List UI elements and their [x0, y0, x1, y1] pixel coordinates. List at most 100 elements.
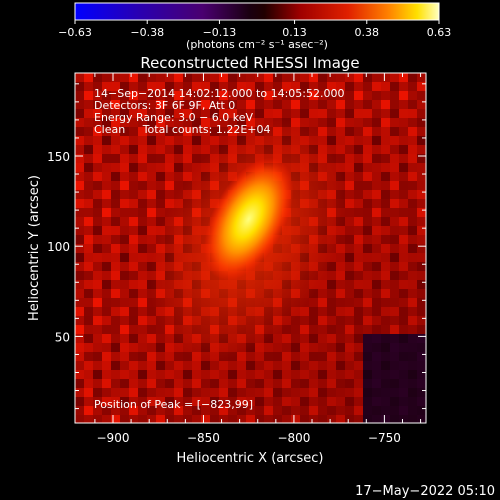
image-pixel: [318, 415, 327, 423]
image-pixel: [129, 226, 138, 235]
image-pixel: [399, 298, 408, 307]
image-pixel: [372, 118, 381, 127]
image-pixel: [75, 190, 84, 199]
image-pixel: [237, 361, 246, 370]
image-pixel: [147, 100, 156, 109]
image-pixel: [390, 262, 399, 271]
image-pixel: [273, 343, 282, 352]
image-pixel: [372, 172, 381, 181]
image-pixel: [228, 415, 237, 423]
image-pixel: [102, 118, 111, 127]
image-pixel: [345, 136, 354, 145]
image-pixel: [345, 91, 354, 100]
image-pixel: [84, 352, 93, 361]
image-pixel: [147, 361, 156, 370]
image-pixel: [345, 154, 354, 163]
image-pixel: [138, 343, 147, 352]
image-pixel: [372, 253, 381, 262]
image-pixel: [354, 199, 363, 208]
image-pixel: [399, 199, 408, 208]
image-pixel: [345, 190, 354, 199]
image-pixel: [201, 91, 210, 100]
image-pixel: [111, 235, 120, 244]
image-pixel: [399, 217, 408, 226]
image-pixel: [147, 172, 156, 181]
image-pixel: [390, 325, 399, 334]
image-pixel: [147, 73, 156, 82]
image-pixel: [327, 352, 336, 361]
image-pixel: [363, 415, 372, 423]
image-pixel: [273, 415, 282, 423]
image-pixel: [210, 91, 219, 100]
image-pixel: [282, 361, 291, 370]
image-pixel: [354, 397, 363, 406]
image-pixel: [345, 208, 354, 217]
image-pixel: [237, 73, 246, 82]
image-pixel: [147, 379, 156, 388]
image-pixel: [291, 406, 300, 415]
image-pixel: [111, 316, 120, 325]
image-pixel: [201, 127, 210, 136]
image-pixel: [201, 370, 210, 379]
annotation-counts: Clean Total counts: 1.22E+04: [94, 123, 271, 136]
image-pixel: [390, 235, 399, 244]
image-pixel: [165, 127, 174, 136]
image-pixel: [120, 271, 129, 280]
image-pixel: [264, 370, 273, 379]
y-tick-label: 100: [47, 240, 70, 254]
image-pixel: [372, 316, 381, 325]
image-pixel: [336, 280, 345, 289]
image-pixel: [129, 262, 138, 271]
image-pixel: [390, 109, 399, 118]
image-pixel: [264, 343, 273, 352]
image-pixel: [291, 343, 300, 352]
image-pixel: [300, 379, 309, 388]
image-pixel: [363, 235, 372, 244]
image-pixel: [255, 415, 264, 423]
image-pixel: [201, 73, 210, 82]
image-pixel: [363, 298, 372, 307]
image-pixel: [327, 82, 336, 91]
image-pixel: [354, 217, 363, 226]
image-pixel: [282, 343, 291, 352]
image-pixel: [165, 397, 174, 406]
image-pixel: [318, 127, 327, 136]
image-pixel: [165, 91, 174, 100]
image-pixel: [84, 199, 93, 208]
image-pixel: [318, 73, 327, 82]
image-pixel: [174, 181, 183, 190]
image-pixel: [183, 172, 192, 181]
image-pixel: [363, 244, 372, 253]
image-pixel: [201, 379, 210, 388]
image-pixel: [219, 73, 228, 82]
image-pixel: [84, 145, 93, 154]
image-pixel: [300, 406, 309, 415]
image-pixel: [156, 109, 165, 118]
image-pixel: [417, 370, 426, 379]
y-tick-label: 50: [55, 330, 70, 344]
image-pixel: [255, 361, 264, 370]
image-pixel: [282, 406, 291, 415]
image-pixel: [408, 190, 417, 199]
image-pixel: [291, 91, 300, 100]
image-pixel: [399, 154, 408, 163]
image-pixel: [120, 154, 129, 163]
image-pixel: [336, 352, 345, 361]
image-pixel: [138, 82, 147, 91]
image-pixel: [372, 415, 381, 423]
image-pixel: [354, 361, 363, 370]
image-pixel: [75, 199, 84, 208]
image-pixel: [291, 397, 300, 406]
image-pixel: [219, 109, 228, 118]
image-pixel: [372, 163, 381, 172]
image-pixel: [363, 154, 372, 163]
image-pixel: [273, 388, 282, 397]
image-pixel: [111, 307, 120, 316]
image-pixel: [390, 163, 399, 172]
image-pixel: [129, 91, 138, 100]
image-pixel: [390, 352, 399, 361]
image-pixel: [300, 415, 309, 423]
image-pixel: [174, 109, 183, 118]
annotation-energy-range: Energy Range: 3.0 − 6.0 keV: [94, 111, 254, 124]
image-pixel: [390, 172, 399, 181]
